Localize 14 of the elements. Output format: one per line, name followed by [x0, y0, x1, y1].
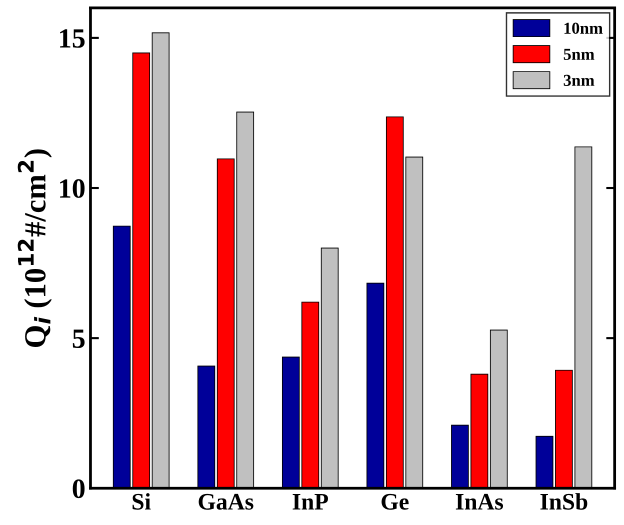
legend-label: 10nm — [564, 22, 603, 34]
x-tick-label: GaAs — [198, 494, 254, 510]
x-tick-label: InP — [292, 494, 328, 510]
x-tick-label: InAs — [456, 494, 504, 510]
x-tick-label: InSb — [540, 493, 588, 510]
legend-label: 5nm — [564, 48, 594, 60]
y-axis-title: Q$_{i}$ (10$^{12}$#/cm$^{2}$) — [18, 149, 52, 347]
x-tick-label: Ge — [382, 494, 409, 510]
y-tick-label: 5 — [72, 330, 85, 348]
x-tick-label: Si — [132, 493, 151, 510]
legend-label: 3nm — [564, 74, 594, 86]
y-tick-label: 15 — [60, 29, 85, 48]
y-tick-label: 0 — [72, 479, 85, 498]
y-tick-label: 10 — [60, 179, 85, 198]
